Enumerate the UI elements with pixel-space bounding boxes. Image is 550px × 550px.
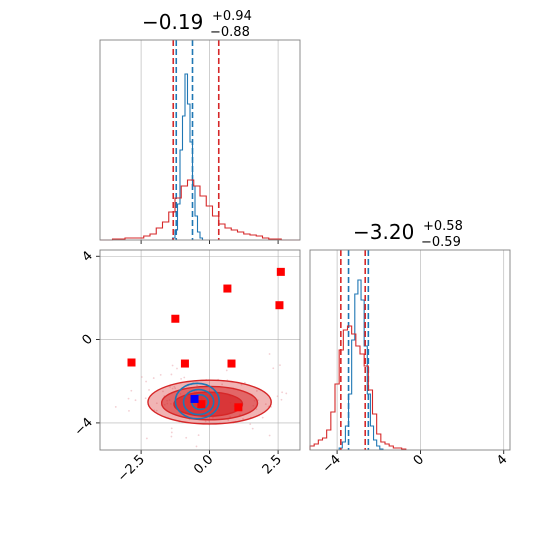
- bl-sample-point: [243, 381, 246, 384]
- title-param-2-minus: −0.59: [421, 235, 461, 250]
- bl-sample-point: [272, 367, 275, 370]
- bl-sample-point: [127, 397, 130, 400]
- bl-blue-contour-1: [182, 388, 215, 416]
- bl-sample-point: [170, 435, 173, 438]
- bl-sample-point: [264, 403, 267, 406]
- br-frame: [309, 249, 511, 451]
- bl-sample-point: [227, 419, 230, 421]
- bl-sample-point: [242, 418, 244, 420]
- tl-0-hist-line: [171, 73, 204, 240]
- bl-red-square: [234, 403, 243, 412]
- bl-sample-point: [255, 390, 258, 392]
- bl-sample-point: [268, 434, 271, 437]
- bl-sample-point: [276, 395, 279, 398]
- bl-red-square: [227, 359, 236, 368]
- bl-sample-point: [152, 377, 155, 379]
- bl-sample-point: [173, 385, 176, 388]
- title-param-2: −3.20 +0.58 −0.59: [353, 219, 463, 250]
- bl-red-square: [197, 400, 206, 409]
- bl-sample-point: [183, 376, 186, 379]
- bl-sample-point: [176, 367, 178, 370]
- bl-sample-point: [170, 427, 173, 430]
- title-param-1-plus: +0.94: [212, 9, 252, 24]
- title-param-1-value: −0.19: [142, 10, 203, 34]
- bl-sample-point: [171, 387, 174, 390]
- bl-sample-point: [169, 386, 171, 388]
- bl-sample-point: [195, 445, 198, 448]
- bl-sample-point: [134, 399, 137, 402]
- bl-sample-point: [170, 373, 173, 376]
- bl-sample-point: [128, 410, 130, 412]
- bl-blue-square: [190, 394, 199, 403]
- bl-sample-point: [280, 398, 283, 401]
- bl-sample-point: [261, 416, 264, 419]
- bl-sample-point: [148, 389, 150, 391]
- bl-sample-point: [185, 436, 188, 439]
- bl-sample-point: [145, 380, 148, 383]
- bl-sample-point: [204, 420, 207, 423]
- tl-series-red: [100, 40, 300, 241]
- bl-sample-point: [180, 377, 183, 380]
- bl-sample-point: [197, 434, 200, 437]
- br-series-red: [309, 250, 407, 450]
- bl-red-square: [127, 358, 136, 367]
- bl-sample-point: [221, 383, 224, 386]
- bl-red-square: [180, 359, 189, 368]
- bl-red-square: [171, 314, 180, 323]
- tl-1-hist-line: [100, 179, 300, 241]
- bl-sample-point: [159, 373, 162, 376]
- tl-series-blue: [171, 40, 204, 240]
- histogram-panel-param-1: [99, 39, 301, 244]
- bl-sample-point: [170, 431, 173, 434]
- bl-sample-point: [140, 376, 143, 378]
- bl-sample-point: [249, 423, 252, 426]
- bl-sample-point: [268, 353, 271, 355]
- bl-sample-point: [255, 408, 258, 411]
- bl-sample-point: [162, 390, 164, 393]
- bl-sample-point: [196, 384, 198, 387]
- bl-sample-point: [155, 409, 158, 412]
- bl-red-markers: [127, 267, 285, 412]
- bl-sample-point: [251, 427, 254, 430]
- bl-sample-point: [281, 391, 284, 394]
- bl-sample-point: [144, 397, 147, 400]
- bl-sample-point: [155, 402, 158, 405]
- bl-sample-point: [225, 369, 228, 372]
- bl-sample-point: [145, 437, 148, 440]
- bl-red-square: [275, 301, 284, 310]
- title-param-2-value: −3.20: [353, 220, 414, 244]
- br-1-hist-line: [309, 325, 407, 450]
- title-param-1-minus: −0.88: [210, 25, 250, 40]
- bl-red-square: [223, 284, 232, 293]
- tl-frame: [99, 39, 301, 241]
- bl-sample-point: [285, 392, 288, 395]
- bl-sample-point: [174, 387, 177, 390]
- bl-sample-point: [114, 406, 117, 408]
- bl-frame: [99, 249, 301, 451]
- bl-blue-contour-0: [174, 382, 220, 420]
- br-0-hist-line: [338, 279, 384, 450]
- title-param-1: −0.19 +0.94 −0.88: [142, 9, 252, 40]
- title-param-2-plus: +0.58: [423, 219, 463, 234]
- bl-sample-point: [279, 364, 281, 367]
- bl-sample-point: [130, 389, 133, 392]
- bl-red-square: [276, 267, 285, 276]
- bl-sample-point: [171, 364, 174, 367]
- br-series-blue: [338, 250, 384, 450]
